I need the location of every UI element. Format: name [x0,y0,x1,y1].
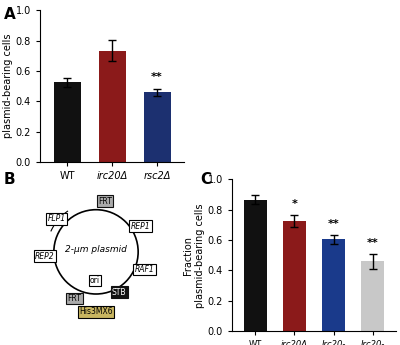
Text: *: * [292,199,298,209]
Text: REP1: REP1 [131,221,150,231]
Text: STB: STB [112,287,126,296]
Bar [322,239,345,331]
Text: REP2: REP2 [35,252,54,261]
Text: **: ** [367,238,378,248]
Bar [144,92,170,162]
Text: C: C [200,172,211,187]
Text: ori: ori [90,276,100,285]
Text: **: ** [328,219,339,229]
Bar [361,262,384,331]
Text: His3MX6: His3MX6 [79,307,113,316]
Bar [54,82,80,162]
Text: FRT: FRT [98,197,112,206]
Text: 2-μm plasmid: 2-μm plasmid [65,245,127,254]
Text: RAF1: RAF1 [134,265,154,274]
Bar [244,200,267,331]
Text: A: A [4,7,16,22]
Text: B: B [4,172,16,187]
Text: FRT: FRT [67,294,81,303]
Y-axis label: Fraction
plasmid-bearing cells: Fraction plasmid-bearing cells [0,34,13,138]
Text: **: ** [151,72,163,82]
Bar [283,221,306,331]
Bar [98,51,126,162]
Y-axis label: Fraction
plasmid-bearing cells: Fraction plasmid-bearing cells [183,203,205,307]
Text: FLP1: FLP1 [48,214,66,223]
